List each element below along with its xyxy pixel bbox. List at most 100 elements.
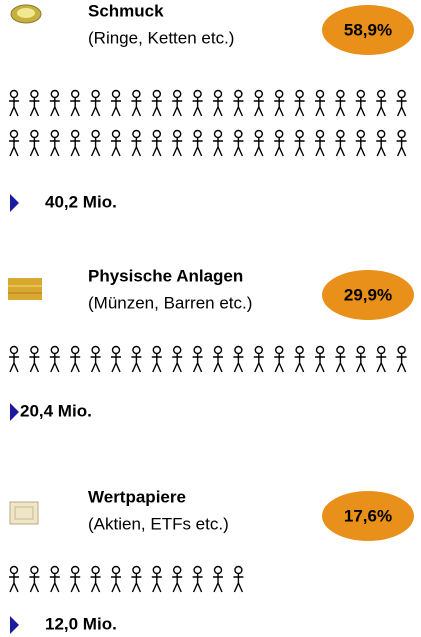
head: [255, 131, 262, 138]
head: [31, 91, 38, 98]
person-icon: [397, 131, 407, 157]
body: [70, 354, 80, 373]
person-icon: [274, 347, 284, 373]
category-subtitle: (Aktien, ETFs etc.): [88, 514, 229, 533]
body: [233, 574, 243, 593]
head: [235, 91, 242, 98]
person-icon: [233, 91, 243, 117]
body: [9, 574, 19, 593]
share-label: 17,6%: [344, 506, 392, 525]
head: [317, 91, 324, 98]
person-icon: [152, 567, 162, 593]
person-icon: [172, 131, 182, 157]
body: [315, 354, 325, 373]
body: [376, 98, 386, 117]
head: [153, 131, 160, 138]
category-title: Schmuck: [88, 1, 164, 20]
head: [357, 131, 364, 138]
body: [29, 574, 39, 593]
body: [376, 138, 386, 157]
body: [91, 98, 101, 117]
jewelry-icon: [11, 5, 41, 23]
person-icon: [111, 567, 121, 593]
head: [317, 347, 324, 354]
head: [378, 131, 385, 138]
body: [70, 138, 80, 157]
pointer: [10, 194, 19, 212]
body: [274, 138, 284, 157]
person-icon: [254, 91, 264, 117]
head: [296, 347, 303, 354]
person-icon: [295, 347, 305, 373]
body: [274, 98, 284, 117]
head: [72, 347, 79, 354]
person-icon: [397, 347, 407, 373]
head: [215, 131, 222, 138]
person-icon: [213, 91, 223, 117]
value-label: 12,0 Mio.: [45, 614, 117, 633]
person-icon: [111, 131, 121, 157]
person-icon: [9, 131, 19, 157]
person-icon: [152, 347, 162, 373]
share-label: 58,9%: [344, 20, 392, 39]
body: [193, 354, 203, 373]
body: [213, 138, 223, 157]
head: [276, 131, 283, 138]
person-icon: [91, 91, 101, 117]
head: [31, 347, 38, 354]
person-icon: [172, 91, 182, 117]
person-icon: [70, 567, 80, 593]
category-title: Wertpapiere: [88, 487, 186, 506]
body: [397, 138, 407, 157]
head: [215, 91, 222, 98]
person-icon: [91, 131, 101, 157]
person-icon: [274, 91, 284, 117]
person-icon: [29, 347, 39, 373]
person-icon: [91, 567, 101, 593]
body: [335, 138, 345, 157]
head: [398, 91, 405, 98]
person-icon: [50, 347, 60, 373]
bullion-icon: [8, 278, 42, 300]
body: [91, 138, 101, 157]
body: [397, 354, 407, 373]
head: [133, 91, 140, 98]
person-icon: [233, 131, 243, 157]
category-title: Physische Anlagen: [88, 266, 243, 285]
head: [92, 91, 99, 98]
body: [315, 138, 325, 157]
head: [174, 131, 181, 138]
person-icon: [335, 131, 345, 157]
body: [50, 138, 60, 157]
head: [51, 567, 58, 574]
body: [172, 98, 182, 117]
person-icon: [213, 131, 223, 157]
head: [174, 567, 181, 574]
person-icon: [172, 567, 182, 593]
person-icon: [9, 91, 19, 117]
head: [153, 91, 160, 98]
body: [9, 138, 19, 157]
head: [133, 131, 140, 138]
body: [131, 574, 141, 593]
body: [91, 354, 101, 373]
body: [213, 354, 223, 373]
person-icon: [193, 347, 203, 373]
certificate-icon: [10, 502, 38, 524]
body: [295, 354, 305, 373]
body: [111, 98, 121, 117]
body: [91, 574, 101, 593]
person-icon: [50, 131, 60, 157]
person-icon: [152, 91, 162, 117]
body: [376, 354, 386, 373]
head: [337, 91, 344, 98]
body: [356, 98, 366, 117]
body: [152, 98, 162, 117]
body: [172, 138, 182, 157]
person-icon: [356, 91, 366, 117]
person-icon: [70, 91, 80, 117]
person-icon: [376, 91, 386, 117]
pointer: [10, 616, 19, 634]
head: [11, 131, 18, 138]
head: [357, 91, 364, 98]
